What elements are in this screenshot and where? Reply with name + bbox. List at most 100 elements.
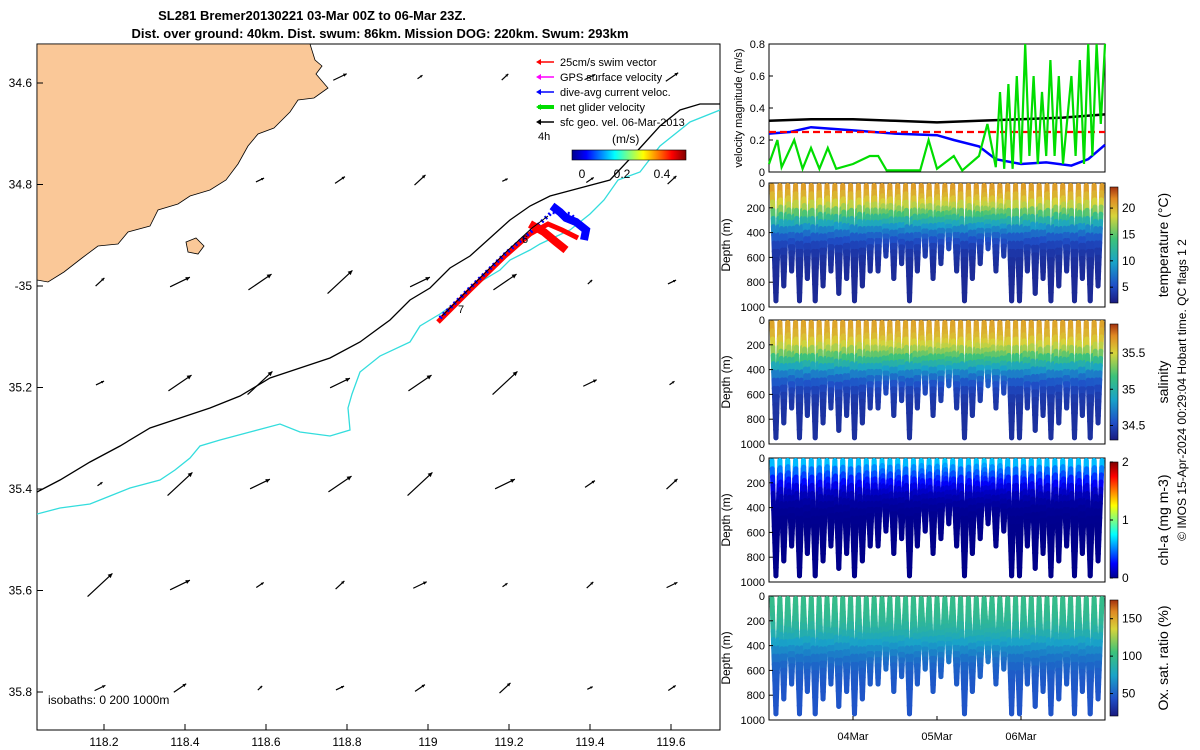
velocity-vector <box>587 279 593 285</box>
map-x-tick: 119.6 <box>656 735 685 749</box>
map-y-tick: 35.2 <box>9 381 33 395</box>
map-y-tick: 35.8 <box>9 685 33 699</box>
isobath-1000 <box>37 103 720 493</box>
velocity-vector <box>584 480 596 488</box>
map-panel: 6 7 isobaths: 0 200 1000m 118.2 118.4 118.… <box>9 43 721 749</box>
profile-ylabel: Depth (m) <box>719 631 733 684</box>
colorbar-unit: (m/s) <box>612 132 639 146</box>
velocity-vector <box>167 471 193 497</box>
profile-panel: 0 200 400 600 800 1000 Depth (m) 0 1 2 chl-a (mg m… <box>719 453 1171 589</box>
velocity-vector <box>248 273 272 291</box>
velocity-vector <box>665 72 679 82</box>
velocity-y-ticks: 0 0.2 0.4 0.6 0.8 <box>750 39 773 179</box>
colorbar-tick: 20 <box>1122 201 1136 215</box>
speed-colorbar <box>571 149 687 161</box>
velocity-vector <box>408 374 432 392</box>
colorbar-label: Ox. sat. ratio (%) <box>1155 605 1171 710</box>
depth-tick: 1000 <box>741 302 765 314</box>
depth-tick: 600 <box>747 389 765 401</box>
colorbar-tick: 15 <box>1122 227 1136 241</box>
legend-entry: 25cm/s swim vector <box>560 57 657 69</box>
colorbar-tick: 0 <box>1122 571 1129 585</box>
profile-panel: 0 200 400 600 800 1000 Depth (m) 5 10 15 20 tempera… <box>719 178 1171 314</box>
velocity-vector <box>492 370 518 396</box>
velocity-vector <box>667 684 677 692</box>
velocity-ylabel: velocity magnitude (m/s) <box>733 48 745 167</box>
velocity-series-line <box>767 43 1107 173</box>
colorbar-tick: 35 <box>1122 382 1136 396</box>
profile-panel: 0 200 400 600 800 1000 Depth (m) 34.5 35 35.5 sali… <box>719 315 1171 451</box>
velocity-vector <box>502 178 508 182</box>
velocity-vector <box>414 684 426 692</box>
velocity-y-tick: 0.2 <box>750 135 765 147</box>
depth-tick: 400 <box>747 365 765 377</box>
depth-tick: 800 <box>747 690 765 702</box>
map-x-tick: 119 <box>418 735 437 749</box>
colorbar-tick: 150 <box>1122 612 1142 626</box>
map-x-tick: 118.4 <box>170 735 199 749</box>
velocity-vector <box>669 380 675 386</box>
velocity-y-tick: 0.4 <box>750 103 765 115</box>
depth-tick: 200 <box>747 340 765 352</box>
depth-tick: 800 <box>747 277 765 289</box>
velocity-vector <box>327 269 353 295</box>
map-y-tick: 34.6 <box>9 76 33 90</box>
title-line-1: SL281 Bremer20130221 03-Mar 00Z to 06-Ma… <box>158 8 466 23</box>
velocity-vector <box>409 276 431 288</box>
velocity-vector <box>494 478 516 490</box>
colorbar-tick: 50 <box>1122 687 1136 701</box>
track-label-6: 6 <box>522 234 528 246</box>
map-y-tick: 34.8 <box>9 178 33 192</box>
depth-tick: 600 <box>747 527 765 539</box>
colorbar-tick: 100 <box>1122 649 1142 663</box>
colorbar-tick-0: 0 <box>579 167 586 181</box>
velocity-vector <box>255 177 265 183</box>
velocity-series-line <box>768 113 1106 124</box>
profile-ylabel: Depth (m) <box>719 355 733 408</box>
profile-ylabel: Depth (m) <box>719 218 733 271</box>
velocity-vector <box>328 475 352 493</box>
map-x-tick: 118.6 <box>251 735 280 749</box>
land-area <box>37 44 329 283</box>
velocity-vector <box>94 684 106 692</box>
surface-velocity-field <box>87 72 679 694</box>
velocity-vector <box>169 276 191 288</box>
velocity-vector <box>332 73 348 81</box>
velocity-vector <box>667 175 677 185</box>
colorbar-tick: 1 <box>1122 513 1129 527</box>
profile-colorbar <box>1109 186 1119 304</box>
glider-track <box>436 202 591 324</box>
velocity-vector <box>584 73 596 81</box>
time-tick: 05Mar <box>921 731 953 743</box>
colorbar-tick: 10 <box>1122 254 1136 268</box>
velocity-vector <box>414 174 426 186</box>
depth-tick: 600 <box>747 665 765 677</box>
colorbar-label: salinity <box>1155 361 1171 404</box>
velocity-vector <box>501 73 509 81</box>
velocity-vector <box>417 74 423 80</box>
velocity-vector <box>407 471 433 497</box>
velocity-vector <box>499 682 511 694</box>
legend-entry: sfc geo. vel. 06-Mar-2013 <box>560 117 685 129</box>
profile-panel: 0 200 400 600 800 1000 Depth (m) 50 100 150 Ox. sa… <box>719 591 1171 727</box>
velocity-series-line <box>768 125 1106 167</box>
title-line-2: Dist. over ground: 40km. Dist. swum: 86k… <box>131 26 628 41</box>
velocity-vector <box>247 370 273 396</box>
time-tick: 06Mar <box>1005 731 1037 743</box>
track-label-7: 7 <box>458 304 464 316</box>
velocity-vector <box>334 176 346 184</box>
depth-tick: 600 <box>747 252 765 264</box>
colorbar-tick: 34.5 <box>1122 419 1146 433</box>
map-x-tick: 118.8 <box>332 735 361 749</box>
velocity-vector <box>255 581 265 589</box>
velocity-vector <box>329 377 351 389</box>
velocity-vector <box>335 685 345 691</box>
profile-colorbar <box>1109 599 1119 717</box>
colorbar-tick: 5 <box>1122 280 1129 294</box>
depth-tick: 1000 <box>741 715 765 727</box>
map-x-ticks: 118.2 118.4 118.6 118.8 119 119.2 119.4 119.6 <box>89 724 686 749</box>
velocity-vector <box>586 581 594 589</box>
profile-ylabel: Depth (m) <box>719 493 733 546</box>
